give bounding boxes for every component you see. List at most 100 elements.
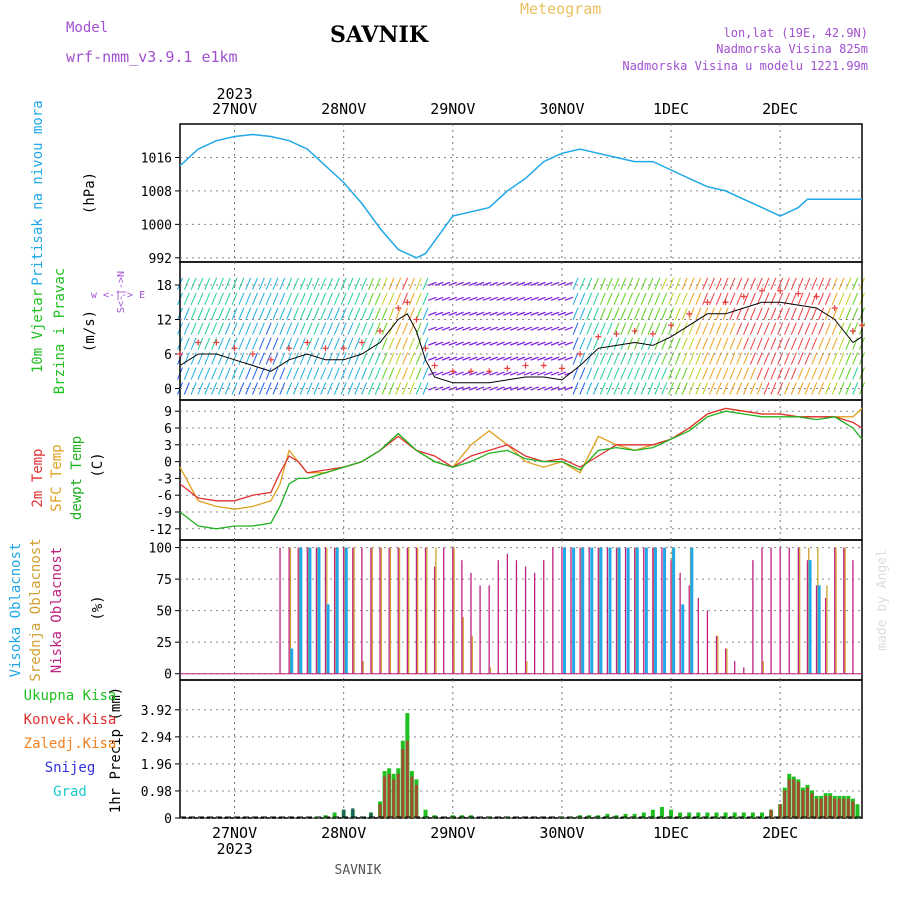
wind-barb bbox=[729, 337, 736, 350]
wind-barb bbox=[516, 341, 526, 346]
wind-barb bbox=[327, 352, 334, 365]
wind-barb bbox=[367, 352, 374, 365]
wind-barb bbox=[374, 277, 381, 291]
wind-barb bbox=[279, 322, 286, 335]
wind-barb bbox=[804, 322, 811, 335]
precip-legend-item: Ukupna Kisa bbox=[24, 688, 117, 704]
wind-barb bbox=[408, 382, 415, 395]
wind-barb bbox=[530, 341, 539, 346]
wind-barb bbox=[469, 386, 478, 391]
wind-barb bbox=[190, 292, 197, 305]
wind-barb bbox=[674, 277, 681, 291]
wind-barb bbox=[327, 367, 334, 380]
wind-barb bbox=[238, 367, 245, 380]
wind-barb bbox=[292, 337, 299, 350]
precip-convective-bar bbox=[796, 782, 800, 818]
wind-barb bbox=[516, 281, 526, 286]
wind-barb bbox=[211, 307, 218, 320]
wind-barb bbox=[361, 307, 368, 320]
wind-barb bbox=[354, 367, 361, 380]
precip-convective-bar bbox=[769, 809, 773, 818]
wind-barb bbox=[238, 277, 245, 291]
wind-barb bbox=[708, 352, 715, 365]
wind-barb bbox=[347, 292, 354, 305]
wind-barb bbox=[462, 371, 471, 376]
wind-barb bbox=[204, 382, 211, 395]
precip-convective-bar bbox=[792, 779, 796, 818]
wind-barb bbox=[770, 292, 777, 305]
wind-barb bbox=[333, 352, 340, 365]
wind-barb bbox=[537, 311, 546, 316]
wind-barb bbox=[599, 292, 606, 305]
wind-barb bbox=[606, 337, 613, 350]
wind-barb bbox=[292, 307, 299, 320]
wind-barb bbox=[408, 352, 415, 365]
precip-tick-label: 0.98 bbox=[141, 785, 172, 800]
wind-barb bbox=[572, 277, 579, 291]
wind-barb bbox=[852, 382, 859, 395]
precip-total-bar bbox=[332, 812, 337, 818]
wind-barb bbox=[647, 382, 654, 395]
wind-barb bbox=[613, 307, 620, 320]
wind-barb bbox=[557, 341, 567, 346]
top-year-label: 2023 bbox=[216, 85, 252, 103]
wind-barb bbox=[279, 352, 286, 365]
wind-barb bbox=[183, 292, 190, 305]
wind-barb bbox=[702, 382, 709, 395]
wind-barb bbox=[804, 337, 811, 350]
wind-barb bbox=[544, 311, 553, 316]
wind-barb bbox=[258, 307, 265, 320]
wind-barb bbox=[743, 367, 750, 380]
wind-barb bbox=[668, 307, 675, 320]
wind-barb bbox=[537, 356, 546, 361]
wind-barb bbox=[668, 277, 675, 291]
wind-barb bbox=[763, 337, 770, 350]
temp-tick-label: 9 bbox=[164, 405, 172, 420]
precip-total-bar bbox=[750, 812, 755, 818]
wind-barb bbox=[422, 277, 429, 291]
wind-barb bbox=[265, 337, 272, 350]
wind-barb bbox=[190, 352, 197, 365]
wind-barb bbox=[361, 382, 368, 395]
precip-total-bar bbox=[741, 812, 746, 818]
precip-total-bar bbox=[732, 812, 737, 818]
wind-gust-point bbox=[558, 365, 565, 372]
wind-barb bbox=[361, 352, 368, 365]
model-label: Model bbox=[66, 20, 109, 36]
top-day-label: 29NOV bbox=[430, 100, 475, 118]
wind-barb bbox=[770, 382, 777, 395]
wind-barb bbox=[756, 352, 763, 365]
wind-barb bbox=[523, 296, 533, 301]
temp-tick-label: -3 bbox=[156, 472, 172, 487]
wind-barb bbox=[489, 341, 498, 346]
wind-barb bbox=[599, 277, 606, 291]
wind-barb bbox=[770, 352, 777, 365]
model-elevation-label: Nadmorska Visina u modelu 1221.99m bbox=[622, 59, 868, 73]
wind-barb bbox=[197, 367, 204, 380]
wind-gust-point bbox=[449, 368, 456, 375]
wind-barb bbox=[415, 307, 422, 320]
precip-total-bar bbox=[723, 812, 728, 818]
wind-barb bbox=[455, 311, 464, 316]
wind-barb bbox=[327, 322, 334, 335]
wind-barb bbox=[749, 367, 756, 380]
bottom-year-label: 2023 bbox=[216, 840, 252, 858]
wind-barb bbox=[462, 341, 471, 346]
wind-barb bbox=[415, 292, 422, 305]
wind-gust-point bbox=[322, 345, 329, 352]
wind-barb bbox=[374, 307, 381, 320]
wind-barb bbox=[408, 367, 415, 380]
wind-barb bbox=[550, 311, 560, 316]
wind-barb bbox=[340, 307, 347, 320]
top-day-label: 1DEC bbox=[653, 100, 689, 118]
wind-barb bbox=[183, 367, 190, 380]
wind-barb bbox=[572, 292, 579, 305]
wind-barb bbox=[824, 382, 831, 395]
wind-barb bbox=[550, 341, 560, 346]
wind-barb bbox=[729, 322, 736, 335]
wind-gust-point bbox=[540, 362, 547, 369]
wind-barb bbox=[530, 326, 539, 331]
wind-barb bbox=[681, 337, 688, 350]
wind-barb bbox=[441, 326, 451, 331]
wind-barb bbox=[320, 307, 327, 320]
